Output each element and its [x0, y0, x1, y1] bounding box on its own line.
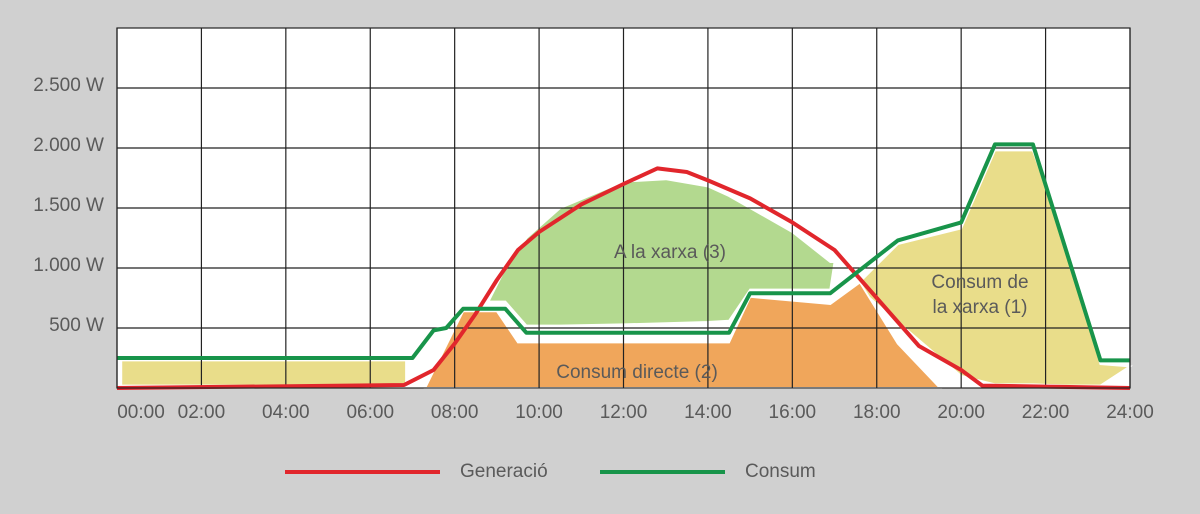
area-label: la xarxa (1)	[932, 297, 1027, 318]
area-label: Consum directe (2)	[556, 362, 718, 383]
x-tick-label: 14:00	[684, 402, 732, 423]
x-tick-label: 06:00	[346, 402, 394, 423]
area-label: Consum de	[931, 272, 1028, 293]
y-tick-label: 2.500 W	[33, 75, 104, 96]
y-tick-label: 1.000 W	[33, 255, 104, 276]
x-tick-label: 22:00	[1022, 402, 1070, 423]
plot-border	[116, 27, 1131, 389]
x-tick-label: 02:00	[178, 402, 226, 423]
x-tick-label: 16:00	[769, 402, 817, 423]
x-tick-label: 00:00	[117, 402, 165, 423]
x-tick-label: 20:00	[937, 402, 985, 423]
x-tick-label: 08:00	[431, 402, 479, 423]
x-tick-label: 10:00	[515, 402, 563, 423]
area	[486, 178, 836, 327]
y-tick-label: 500 W	[49, 315, 104, 336]
x-tick-label: 12:00	[600, 402, 648, 423]
y-tick-label: 2.000 W	[33, 135, 104, 156]
y-tick-label: 1.500 W	[33, 195, 104, 216]
area-label: A la xarxa (3)	[614, 242, 726, 263]
x-tick-label: 24:00	[1106, 402, 1154, 423]
legend-label: Consum	[745, 461, 816, 482]
line	[116, 166, 1131, 390]
line	[117, 142, 1130, 363]
legend-label: Generació	[460, 461, 548, 482]
x-tick-label: 04:00	[262, 402, 310, 423]
area	[120, 359, 408, 387]
x-tick-label: 18:00	[853, 402, 901, 423]
